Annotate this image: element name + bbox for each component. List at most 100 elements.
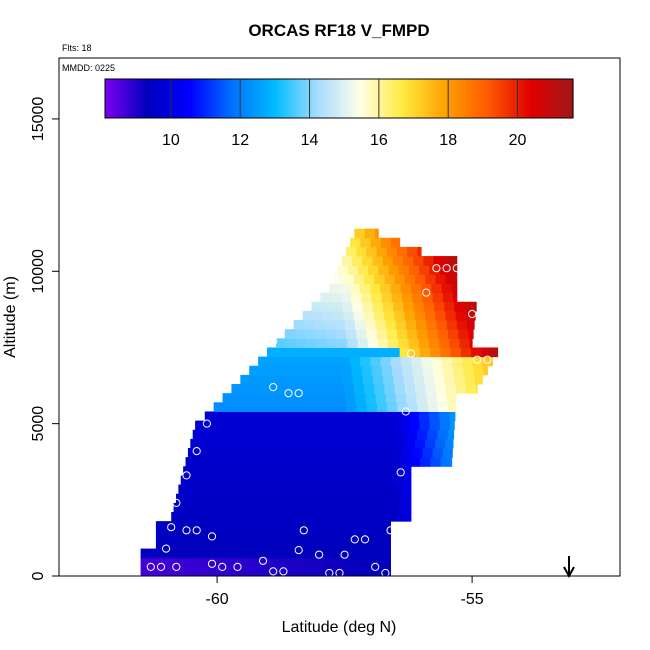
heatmap-cell [331,484,343,495]
heatmap-cell [408,338,420,348]
heatmap-cell [140,566,152,577]
colorbar-swatch [328,79,333,118]
heatmap-cell [186,530,198,540]
heatmap-cell [339,521,351,531]
colorbar-swatch [228,79,233,118]
x-axis: -60 -55 [206,576,484,608]
heatmap-cell [445,274,457,284]
date-annotation: MMDD: 0225 [62,63,115,73]
heatmap-cell [345,429,357,440]
heatmap-cell [409,347,421,358]
heatmap-cell [418,338,430,348]
heatmap-cell [308,539,320,550]
heatmap-cell [417,329,429,339]
heatmap-cell [440,457,452,467]
heatmap-cell [303,512,315,522]
heatmap-cell [426,393,438,403]
colorbar-swatch [325,79,330,118]
colorbar-swatch [389,79,394,118]
heatmap-cell [222,512,233,522]
observation-point [350,535,359,544]
colorbar-swatch [569,79,574,118]
heatmap-cell [257,539,269,550]
colorbar-swatch [151,79,156,118]
heatmap-cell [417,246,422,257]
heatmap-cell [223,466,235,476]
colorbar-swatch [222,79,226,118]
colorbar-tick-label: 12 [231,132,249,149]
colorbar-swatch [181,79,186,118]
heatmap-cell [382,256,394,266]
heatmap-cell [367,502,379,513]
heatmap-cell [397,466,409,476]
heatmap-cell [351,292,362,303]
heatmap-cell [430,457,442,467]
heatmap-cell [214,411,226,422]
heatmap-cell [155,521,167,531]
heatmap-cell [388,411,400,422]
heatmap-cell [376,429,388,440]
arrow-head [563,566,575,579]
heatmap-cell [450,347,462,358]
heatmap-cell [287,457,299,467]
heatmap-cell [422,448,434,458]
heatmap-cell [251,384,263,394]
heatmap-cell [321,484,332,495]
heatmap-cell [418,411,430,422]
heatmap-cell [424,438,436,449]
heatmap-cell [443,256,455,266]
heatmap-cell [263,566,274,577]
heatmap-cell [188,484,200,495]
colorbar-swatch [282,79,287,118]
heatmap-cell [225,420,237,431]
heatmap-cell [201,566,213,577]
colorbar-swatch [486,79,491,118]
heatmap-cell [455,310,467,321]
colorbar-swatch [425,79,430,118]
y-axis-label: Altitude (m) [2,276,19,358]
heatmap-cell [275,338,287,348]
heatmap-cell [402,484,412,495]
heatmap-cell [308,530,320,540]
heatmap-cell [354,557,366,568]
heatmap-cell [171,557,182,568]
heatmap-cell [351,365,362,376]
colorbar-swatch [125,79,129,118]
heatmap-cell [260,374,272,385]
colorbar-swatch [369,79,374,118]
observation-point [294,546,303,555]
heatmap-cell [166,530,177,540]
heatmap-cell [227,530,238,540]
heatmap-cell [203,466,215,476]
heatmap-cell [300,365,311,376]
heatmap-cell [333,274,345,284]
heatmap-cell [150,557,162,568]
observation-point [360,535,370,544]
observation-point [396,468,405,477]
heatmap-cell [208,484,220,495]
observation-point [167,523,176,532]
heatmap-cell [365,557,376,568]
heatmap-cell [389,457,401,467]
colorbar-swatch [479,79,484,118]
observation-point [253,337,262,346]
observation-point [269,383,278,392]
heatmap-cell [375,393,387,403]
colorbar-swatch [435,79,440,118]
heatmap-cell [443,365,454,376]
heatmap-cell [436,393,448,403]
heatmap-cell [241,438,253,449]
heatmap-cell [298,493,310,504]
heatmap-cell [403,301,415,312]
heatmap-cell [272,475,284,486]
heatmap-cell [269,365,281,376]
heatmap-cell [293,512,305,522]
heatmap-cell [278,530,289,540]
heatmap-cell [346,502,358,513]
colorbar-swatch [402,79,407,118]
colorbar-swatch [178,79,183,118]
colorbar-swatch [382,79,387,118]
colorbar-swatch [191,79,196,118]
heatmap-cell [396,246,408,257]
heatmap-cell [212,548,223,559]
